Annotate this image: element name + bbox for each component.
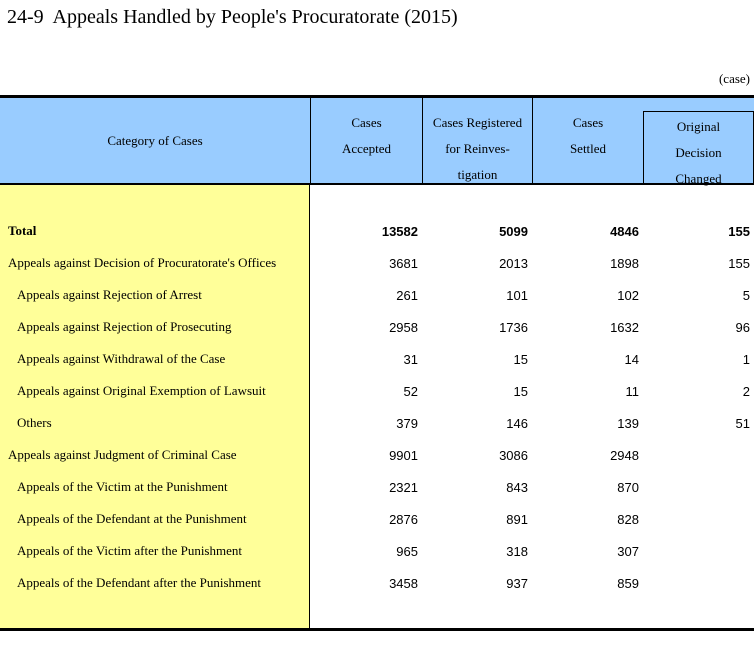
decision-changed-value: 155 [728, 223, 750, 239]
cases-settled-value: 2948 [610, 447, 639, 463]
table-rows: Total 13582 5099 4846 155 Appeals agains… [0, 215, 754, 599]
header-cases-registered: Cases Registered for Reinves- tigation [422, 98, 532, 183]
cases-settled-value: 1898 [610, 255, 639, 271]
row-label: Appeals against Rejection of Prosecuting [17, 319, 232, 334]
table-row: Appeals of the Victim after the Punishme… [0, 535, 754, 567]
cases-accepted-value: 52 [403, 383, 418, 399]
cases-registered-value: 891 [506, 511, 528, 527]
cases-registered-value: 5099 [499, 223, 528, 239]
cases-settled-value: 859 [617, 575, 639, 591]
table-body: Total 13582 5099 4846 155 Appeals agains… [0, 185, 754, 631]
cases-registered-value: 15 [513, 383, 528, 399]
cases-registered-value: 15 [513, 351, 528, 367]
row-label: Appeals against Judgment of Criminal Cas… [8, 447, 237, 462]
decision-changed-value: 155 [728, 255, 750, 271]
table-row: Others 379 146 139 51 [0, 407, 754, 439]
row-label: Appeals of the Victim after the Punishme… [17, 543, 242, 558]
page-title: 24-9 Appeals Handled by People's Procura… [7, 6, 458, 28]
header-original-decision-changed-cell: Original Decision Changed [643, 98, 754, 186]
decision-changed-value: 1 [742, 351, 750, 367]
decision-changed-value: 51 [735, 415, 750, 431]
category-column-background [0, 185, 310, 628]
cases-registered-value: 318 [506, 543, 528, 559]
cases-accepted-value: 3458 [389, 575, 418, 591]
table-row: Appeals against Withdrawal of the Case 3… [0, 343, 754, 375]
table-row: Appeals against Original Exemption of La… [0, 375, 754, 407]
header-original-decision-changed: Original Decision Changed [643, 111, 754, 186]
table-row: Appeals of the Victim at the Punishment … [0, 471, 754, 503]
unit-note: (case) [718, 71, 750, 86]
table-row: Appeals against Judgment of Criminal Cas… [0, 439, 754, 471]
row-label: Appeals against Withdrawal of the Case [17, 351, 226, 366]
header-cases-accepted: Cases Accepted [310, 98, 422, 183]
cases-registered-value: 101 [506, 287, 528, 303]
cases-settled-value: 4846 [610, 223, 639, 239]
cases-registered-value: 2013 [499, 255, 528, 271]
table-row: Appeals of the Defendant at the Punishme… [0, 503, 754, 535]
cases-accepted-value: 13582 [381, 223, 418, 239]
header-cases-settled: Cases Settled [532, 98, 643, 183]
header-category-of-cases: Category of Cases [107, 132, 203, 148]
row-label: Appeals of the Defendant at the Punishme… [17, 511, 247, 526]
row-label: Appeals of the Defendant after the Punis… [17, 575, 262, 590]
cases-settled-value: 870 [617, 479, 639, 495]
cases-accepted-value: 3681 [389, 255, 418, 271]
cases-accepted-value: 965 [396, 543, 418, 559]
decision-changed-value: 5 [742, 287, 750, 303]
cases-accepted-value: 9901 [389, 447, 418, 463]
decision-changed-value: 96 [735, 319, 750, 335]
cases-settled-value: 307 [617, 543, 639, 559]
cases-registered-value: 1736 [499, 319, 528, 335]
row-label: Appeals against Decision of Procuratorat… [8, 255, 277, 270]
row-label: Total [8, 223, 37, 238]
cases-settled-value: 102 [617, 287, 639, 303]
row-label: Appeals against Original Exemption of La… [17, 383, 266, 398]
table-row: Appeals against Decision of Procuratorat… [0, 247, 754, 279]
cases-registered-value: 843 [506, 479, 528, 495]
row-label: Others [17, 415, 52, 430]
row-label: Appeals of the Victim at the Punishment [17, 479, 228, 494]
decision-changed-value: 2 [742, 383, 750, 399]
cases-accepted-value: 2876 [389, 511, 418, 527]
table-row: Appeals against Rejection of Arrest 261 … [0, 279, 754, 311]
table-header-row: Category of Cases Cases Accepted Cases R… [0, 95, 754, 186]
table-row: Total 13582 5099 4846 155 [0, 215, 754, 247]
table-row: Appeals against Rejection of Prosecuting… [0, 311, 754, 343]
cases-accepted-value: 31 [403, 351, 418, 367]
cases-accepted-value: 261 [396, 287, 418, 303]
cases-accepted-value: 2958 [389, 319, 418, 335]
row-label: Appeals against Rejection of Arrest [17, 287, 202, 302]
cases-settled-value: 14 [624, 351, 639, 367]
cases-settled-value: 11 [625, 383, 640, 399]
cases-registered-value: 3086 [499, 447, 528, 463]
cases-settled-value: 828 [617, 511, 639, 527]
cases-settled-value: 1632 [610, 319, 639, 335]
cases-registered-value: 937 [506, 575, 528, 591]
cases-settled-value: 139 [617, 415, 639, 431]
appeals-table: Category of Cases Cases Accepted Cases R… [0, 95, 754, 631]
cases-accepted-value: 379 [396, 415, 418, 431]
cases-accepted-value: 2321 [389, 479, 418, 495]
table-row: Appeals of the Defendant after the Punis… [0, 567, 754, 599]
cases-registered-value: 146 [506, 415, 528, 431]
